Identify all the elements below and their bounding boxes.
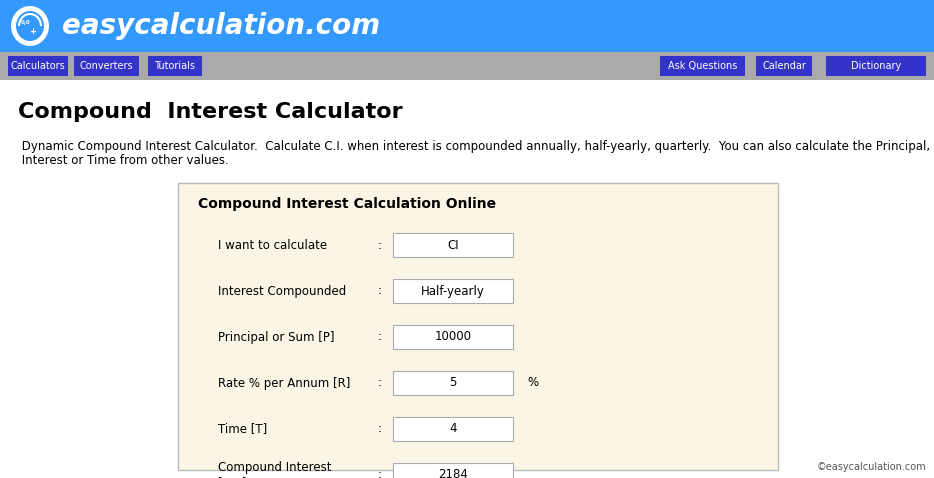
Bar	[393, 463, 513, 478]
Bar	[393, 233, 513, 257]
Text: Tutorials: Tutorials	[154, 61, 195, 71]
Text: Dynamic Compound Interest Calculator.  Calculate C.I. when interest is compounde: Dynamic Compound Interest Calculator. Ca…	[18, 140, 934, 153]
Bar	[393, 325, 513, 349]
Bar	[393, 279, 513, 303]
Text: 4: 4	[449, 423, 457, 435]
Text: Interest or Time from other values.: Interest or Time from other values.	[18, 154, 229, 167]
Text: 5: 5	[449, 377, 457, 390]
Text: Calculators: Calculators	[10, 61, 65, 71]
Ellipse shape	[16, 11, 44, 41]
Text: CI: CI	[447, 239, 459, 251]
Text: Interest Compounded: Interest Compounded	[218, 284, 347, 297]
Text: +: +	[30, 26, 36, 35]
Text: :: :	[378, 330, 382, 344]
Bar	[660, 56, 745, 76]
Bar	[0, 52, 934, 80]
Text: I want to calculate: I want to calculate	[218, 239, 327, 251]
Bar	[148, 56, 202, 76]
Bar	[8, 56, 68, 76]
Text: Time [T]: Time [T]	[218, 423, 267, 435]
Text: ©easycalculation.com: ©easycalculation.com	[816, 462, 926, 472]
Text: Compound Interest
[C.I.]: Compound Interest [C.I.]	[218, 461, 332, 478]
Text: Principal or Sum [P]: Principal or Sum [P]	[218, 330, 334, 344]
Text: easycalculation.com: easycalculation.com	[62, 12, 380, 40]
Text: Calendar: Calendar	[762, 61, 806, 71]
Text: Dictionary: Dictionary	[851, 61, 901, 71]
Bar	[393, 371, 513, 395]
Text: 0,0: 0,0	[21, 20, 31, 24]
Bar	[756, 56, 812, 76]
Text: 10000: 10000	[434, 330, 472, 344]
Text: 2184: 2184	[438, 468, 468, 478]
Bar	[74, 56, 139, 76]
Text: %: %	[527, 377, 538, 390]
Ellipse shape	[11, 6, 49, 46]
Bar	[0, 0, 934, 52]
Text: :: :	[378, 423, 382, 435]
FancyBboxPatch shape	[178, 183, 778, 470]
Text: Ask Questions: Ask Questions	[668, 61, 737, 71]
Text: Converters: Converters	[79, 61, 134, 71]
Text: :: :	[378, 377, 382, 390]
Text: Rate % per Annum [R]: Rate % per Annum [R]	[218, 377, 350, 390]
Text: :: :	[378, 468, 382, 478]
Text: Compound  Interest Calculator: Compound Interest Calculator	[18, 102, 403, 122]
Text: :: :	[378, 284, 382, 297]
Text: :: :	[378, 239, 382, 251]
Text: Half-yearly: Half-yearly	[421, 284, 485, 297]
Bar	[826, 56, 926, 76]
Text: Compound Interest Calculation Online: Compound Interest Calculation Online	[198, 197, 496, 211]
Bar	[393, 417, 513, 441]
